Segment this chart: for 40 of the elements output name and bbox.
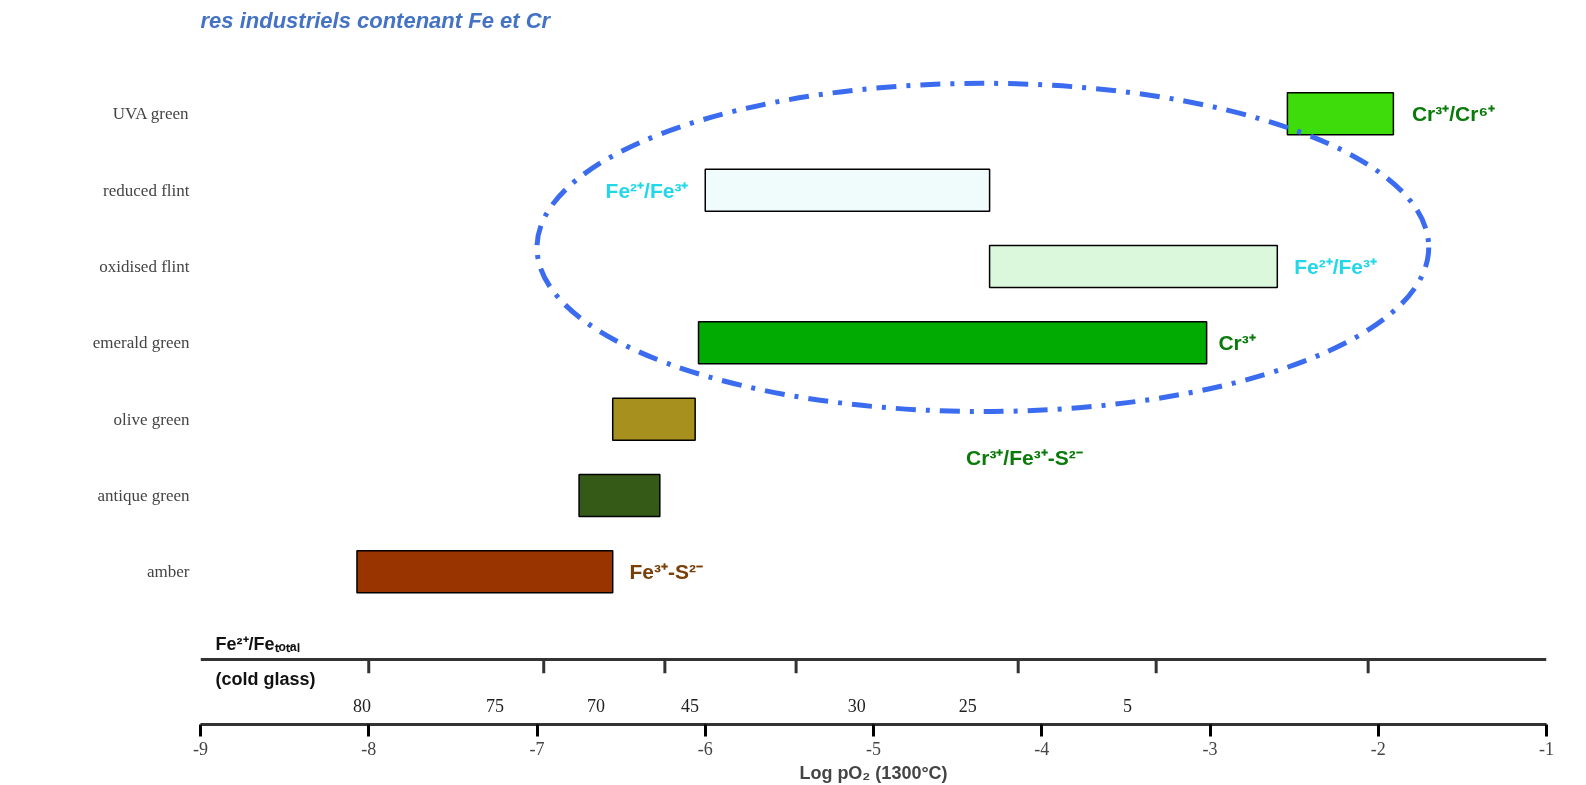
x-tick-label: -6 (697, 738, 713, 759)
x-tick-label: -1 (1539, 738, 1554, 759)
bar (578, 473, 661, 518)
x-tick-label: -2 (1370, 738, 1386, 759)
text: 5 (1123, 695, 1133, 716)
bar (356, 550, 614, 594)
x-tick-label: -8 (361, 738, 377, 759)
x-tick-label: -7 (529, 738, 545, 759)
annotation: Fe²⁺/Fe³⁺ (1294, 255, 1377, 278)
bar (611, 397, 696, 441)
annotation: Fe²⁺/Fe³⁺ (605, 178, 689, 202)
y-tick-label: emerald green (92, 333, 190, 353)
y-tick-label: oxidised flint (99, 257, 190, 276)
bar (704, 168, 991, 212)
annotation: Cr³⁺/Fe³⁺-S²⁻ (966, 445, 1083, 469)
annotation: Cr³⁺ (1218, 331, 1256, 355)
x-axis-title: Log pO₂ (1300°C) (799, 762, 948, 783)
text: 45 (681, 695, 700, 716)
bar (1286, 92, 1395, 136)
x-tick-label: -3 (1202, 738, 1218, 759)
annotation: Fe³⁺-S²⁻ (629, 560, 704, 584)
x-tick-label: -9 (193, 738, 208, 759)
y-tick-label: antique green (97, 486, 190, 505)
y-tick-label: UVA green (112, 104, 190, 124)
text: 80 (353, 695, 372, 716)
text: 30 (847, 695, 866, 716)
y-tick-label: amber (147, 562, 190, 582)
text: 25 (958, 695, 977, 716)
chart-title: res industriels contenant Fe et Cr (200, 7, 552, 33)
bar (988, 244, 1279, 289)
bar (697, 321, 1208, 365)
y-tick-label: olive green (113, 409, 190, 429)
annotation: Fe²⁺/Feₜₒₜₐₗ (215, 634, 300, 655)
annotation: Cr³⁺/Cr⁶⁺ (1411, 102, 1496, 126)
x-tick-label: -4 (1034, 738, 1050, 759)
text: 70 (586, 695, 605, 716)
text: (cold glass) (215, 668, 316, 689)
text: 75 (485, 695, 504, 716)
y-tick-label: reduced flint (103, 180, 190, 200)
x-tick-label: -5 (866, 738, 881, 759)
